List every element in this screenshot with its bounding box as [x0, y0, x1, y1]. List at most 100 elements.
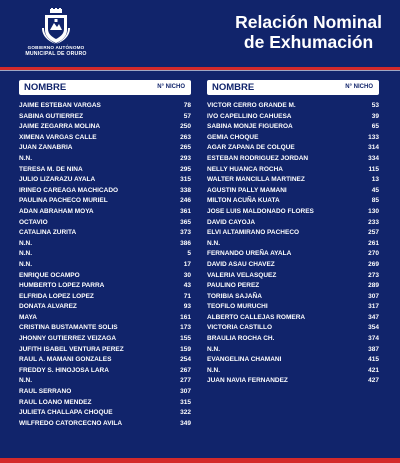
row-name: VALERIA VELASQUEZ [207, 271, 277, 279]
row-nicho: 246 [180, 197, 191, 205]
row-name: PAULINA PACHECO MURIEL [19, 197, 108, 205]
row-name: ENRIQUE OCAMPO [19, 271, 80, 279]
table-row: SABINA MONJE FIGUEROA 65 [207, 122, 379, 133]
table-row: JULIETA CHALLAPA CHOQUE 322 [19, 408, 191, 419]
row-nicho: 427 [368, 377, 379, 385]
row-name: JOSE LUIS MALDONADO FLORES [207, 207, 314, 215]
row-name: PAULINO PEREZ [207, 282, 260, 290]
table-row: JUFITH ISABEL VENTURA PEREZ 159 [19, 345, 191, 356]
row-nicho: 267 [180, 366, 191, 374]
row-nicho: 277 [180, 377, 191, 385]
row-name: JUFITH ISABEL VENTURA PEREZ [19, 345, 124, 353]
row-nicho: 17 [183, 260, 191, 268]
table-row: WALTER MANCILLA MARTINEZ 13 [207, 175, 379, 186]
row-nicho: 263 [180, 133, 191, 141]
row-name: IVO CAPELLINO CAHUESA [207, 112, 292, 120]
row-name: VICTOR CERRO GRANDE M. [207, 102, 296, 109]
table-row: N.N. 17 [19, 260, 191, 271]
row-name: WILFREDO CATORCECNO AVILA [19, 419, 123, 427]
row-nicho: 307 [180, 388, 191, 396]
table-row: BRAULIA ROCHA CH. 374 [207, 334, 379, 345]
row-nicho: 39 [371, 112, 379, 120]
row-name: ELVI ALTAMIRANO PACHECO [207, 229, 300, 237]
row-nicho: 289 [368, 282, 379, 290]
row-nicho: 254 [180, 356, 191, 364]
row-name: DAVID ASAU CHAVEZ [207, 260, 275, 268]
table-row: ELVI ALTAMIRANO PACHECO 257 [207, 228, 379, 239]
table-row: RAUL SERRANO 307 [19, 387, 191, 398]
row-name: N.N. [19, 250, 32, 258]
table-row: VICTOR CERRO GRANDE M. 53 [207, 101, 379, 112]
table-row: SABINA GUTIERREZ 57 [19, 112, 191, 123]
row-nicho: 115 [368, 165, 380, 173]
row-name: ELFRIDA LOPEZ LOPEZ [19, 292, 94, 300]
row-nicho: 293 [180, 154, 191, 162]
table-row: ESTEBAN RODRIGUEZ JORDAN 334 [207, 154, 379, 165]
row-nicho: 273 [368, 271, 379, 279]
row-name: VICTORIA CASTILLO [207, 324, 272, 332]
page-title: Relación Nominal de Exhumación [235, 12, 382, 52]
row-name: ADAN ABRAHAM MOYA [19, 207, 94, 215]
table-row: NELLY HUANCA ROCHA 115 [207, 165, 379, 176]
table-row: JOSE LUIS MALDONADO FLORES 130 [207, 207, 379, 218]
row-nicho: 361 [180, 207, 191, 215]
table-row: ALBERTO CALLEJAS ROMERA 347 [207, 313, 379, 324]
row-nicho: 269 [368, 260, 379, 268]
row-name: N.N. [207, 366, 220, 374]
row-name: N.N. [19, 239, 32, 247]
row-name: JAIME ZEGARRA MOLINA [19, 123, 101, 131]
table-row: JUAN ZANABRIA 265 [19, 143, 191, 154]
row-nicho: 155 [180, 335, 191, 343]
table-row: JAIME ZEGARRA MOLINA 250 [19, 122, 191, 133]
bottom-red-bar [0, 458, 400, 463]
row-name: WALTER MANCILLA MARTINEZ [207, 176, 305, 184]
row-nicho: 257 [368, 229, 379, 237]
row-nicho: 365 [180, 218, 191, 226]
municipal-logo: GOBIERNO AUTÓNOMO MUNICIPAL DE ORURO [14, 8, 98, 64]
row-name: ALBERTO CALLEJAS ROMERA [207, 313, 306, 321]
table-row: N.N. 5 [19, 249, 191, 260]
table-row: PAULINA PACHECO MURIEL 246 [19, 196, 191, 207]
table-row: AGAR ZAPANA DE COLQUE 314 [207, 143, 379, 154]
row-name: JUAN NAVIA FERNANDEZ [207, 377, 288, 385]
table-row: TERESA M. DE NINA 295 [19, 165, 191, 176]
table-row: JUAN NAVIA FERNANDEZ 427 [207, 376, 379, 387]
row-nicho: 338 [180, 186, 191, 194]
row-name: JAIME ESTEBAN VARGAS [19, 102, 101, 109]
table-row: N.N. 387 [207, 345, 379, 356]
row-nicho: 30 [183, 271, 191, 279]
column-header-name: NOMBRE [212, 82, 255, 93]
red-divider [0, 67, 400, 70]
row-nicho: 334 [368, 154, 379, 162]
white-divider [0, 70, 400, 71]
row-name: JUAN ZANABRIA [19, 144, 73, 152]
row-name: AGAR ZAPANA DE COLQUE [207, 144, 295, 152]
row-name: SABINA MONJE FIGUEROA [207, 123, 293, 131]
row-name: N.N. [207, 239, 220, 247]
row-name: ESTEBAN RODRIGUEZ JORDAN [207, 154, 309, 162]
row-name: HUMBERTO LOPEZ PARRA [19, 282, 105, 290]
right-column: NOMBRE N° NICHO VICTOR CERRO GRANDE M. 53… [207, 80, 379, 387]
table-row: AGUSTIN PALLY MAMANI 45 [207, 186, 379, 197]
row-name: MILTON ACUÑA KUATA [207, 197, 280, 205]
table-row: WILFREDO CATORCECNO AVILA 349 [19, 419, 191, 430]
table-row: VALERIA VELASQUEZ 273 [207, 271, 379, 282]
row-nicho: 159 [180, 345, 191, 353]
row-name: JULIETA CHALLAPA CHOQUE [19, 409, 113, 417]
table-row: FREDDY S. HINOJOSA LARA 267 [19, 366, 191, 377]
row-nicho: 386 [180, 239, 191, 247]
row-name: DAVID CAYOJA [207, 218, 256, 226]
table-row: GEMIA CHOQUE 133 [207, 133, 379, 144]
row-nicho: 421 [368, 366, 379, 374]
row-nicho: 261 [368, 239, 379, 247]
table-row: JHONNY GUTIERREZ VEIZAGA 155 [19, 334, 191, 345]
title-line1: Relación Nominal [235, 12, 382, 32]
row-nicho: 387 [368, 345, 379, 353]
table-row: VICTORIA CASTILLO 354 [207, 323, 379, 334]
row-name: N.N. [207, 345, 220, 353]
row-nicho: 265 [180, 144, 191, 152]
table-row: JULIO LIZARAZU AYALA 315 [19, 175, 191, 186]
row-name: JULIO LIZARAZU AYALA [19, 176, 96, 184]
row-nicho: 130 [368, 207, 379, 215]
row-nicho: 85 [371, 197, 379, 205]
